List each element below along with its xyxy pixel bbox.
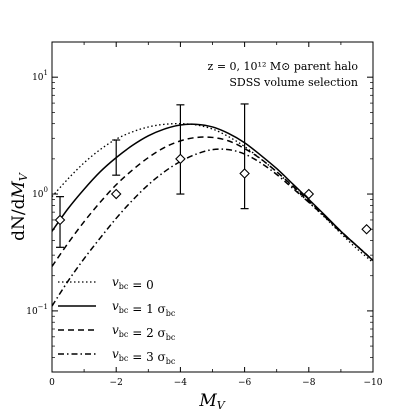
legend-label-1: vbc = 0 (112, 275, 154, 292)
y-axis-title: dN/dMV (9, 172, 30, 241)
x-tick-label: 0 (49, 378, 55, 388)
y-tick-label: 100 (32, 186, 48, 200)
error-bar-3 (176, 104, 185, 195)
legend: vbc = 0 vbc = 1 σbc vbc = 2 σbc vbc = 3 σbc (58, 275, 176, 366)
annotation-line-1: z = 0, 10¹² M⊙ parent halo (208, 60, 359, 73)
series-layer (52, 123, 373, 307)
error-bar-extra-1 (112, 139, 121, 176)
y-tick-label: 101 (32, 69, 48, 83)
series-line-3 (52, 136, 373, 267)
legend-label-4: vbc = 3 σbc (112, 347, 176, 366)
x-axis-title: MV (198, 391, 225, 412)
data-point-3 (175, 153, 186, 165)
x-tick-label: −10 (364, 378, 383, 388)
x-tick-label: −6 (238, 378, 252, 388)
series-line-1 (52, 123, 373, 263)
series-line-2 (52, 123, 373, 262)
annotation-line-2: SDSS volume selection (229, 76, 358, 89)
marker-layer (54, 153, 372, 235)
tick-layer: 0 −2 −4 −6 −8 −10 10−1 100 101 (26, 42, 383, 388)
data-point-6 (361, 223, 372, 235)
legend-label-3: vbc = 2 σbc (112, 323, 176, 342)
series-line-4 (52, 148, 373, 307)
x-tick-label: −2 (110, 378, 123, 388)
x-tick-label: −8 (302, 378, 316, 388)
data-point-1 (54, 214, 66, 226)
data-point-5 (303, 188, 315, 200)
data-point-2 (110, 188, 122, 200)
legend-label-2: vbc = 1 σbc (112, 299, 176, 318)
error-bar-4 (240, 103, 249, 210)
y-tick-label: 10−1 (26, 303, 48, 317)
data-point-4 (239, 168, 250, 179)
x-tick-label: −4 (174, 378, 188, 388)
